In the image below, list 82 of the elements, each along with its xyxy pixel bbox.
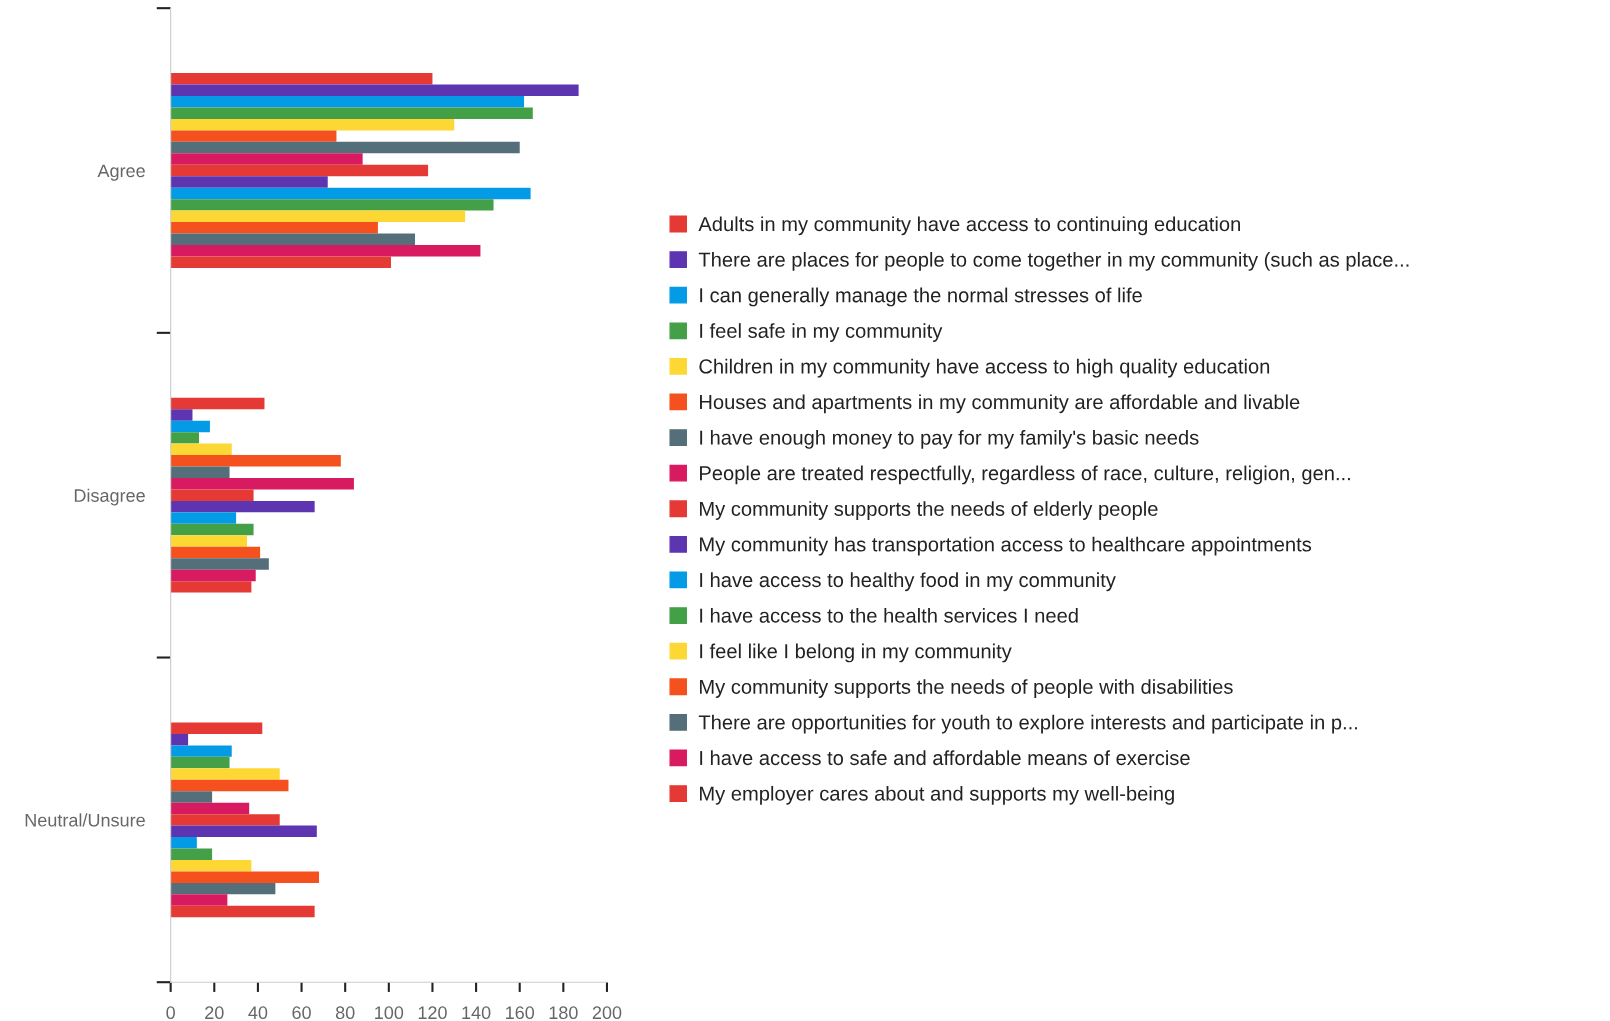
legend-label: I have access to the health services I need [700,607,1078,623]
bar [170,546,261,559]
bar [170,130,337,142]
legend-label: I feel like I belong in my community [700,643,1012,663]
x-tick-label: 160 [506,1006,535,1020]
bar [170,905,315,918]
bar [170,871,320,883]
bar [170,894,228,906]
bar [170,882,276,895]
bar [170,176,328,188]
bar [170,141,520,154]
bar [170,256,391,268]
legend-label: Houses and apartments in my community are affordable and livable [700,394,1300,414]
y-tick-label: Agree [97,164,145,181]
legend-label: My community supports the needs of elderly people [700,501,1158,520]
bar [170,432,200,444]
bar [170,512,237,524]
bar [170,96,525,108]
bar [170,187,531,200]
legend-label: There are places for people to come together in my community (such as place... [698,252,1409,271]
bar [170,523,254,536]
x-tick-label: 20 [205,1006,224,1020]
bar [170,722,263,734]
bar [170,118,455,131]
bar [170,581,252,593]
x-tick-label: 100 [375,1006,404,1020]
legend-label: I feel safe in my community [700,323,943,342]
bar [170,153,363,165]
bar [170,558,269,570]
bar [170,210,466,223]
bar [170,756,230,769]
legend-label: I have enough money to pay for my family's basic needs [700,429,1199,449]
bar [170,397,265,410]
x-tick-label: 0 [166,1006,175,1020]
x-tick-label: 80 [335,1006,355,1020]
bar [170,73,433,85]
bar [170,455,341,467]
legend-label: People are treated respectfully, regardless of race, culture, religion, gen... [700,465,1350,485]
x-tick-label: 40 [248,1006,268,1020]
legend-label: I can generally manage the normal stresses of life [700,287,1142,307]
bar [170,779,289,792]
bar [170,222,378,234]
bar [170,768,280,780]
x-tick-label: 140 [462,1006,491,1020]
bar [170,466,230,478]
bar [170,478,354,490]
bar [170,745,232,757]
x-tick-label: 200 [592,1006,622,1020]
bar [170,802,250,815]
bar [170,199,494,211]
bar [170,489,254,501]
legend-label: Adults in my community have access to continuing education [698,216,1240,236]
y-tick-label: Neutral/Unsure [25,813,145,827]
bar [170,420,210,433]
bar [170,814,280,826]
bar [170,848,213,860]
bar [170,825,317,838]
bar [170,500,315,513]
bar [170,84,579,97]
y-tick-label: Disagree [74,488,145,506]
bar [170,569,256,582]
bar [170,859,252,872]
legend-label: I have access to safe and affordable means of exercise [700,750,1190,766]
x-tick-label: 60 [292,1006,311,1020]
bar [170,409,193,421]
bar [170,244,481,257]
legend-label: My employer cares about and supports my well-being [700,785,1174,805]
x-tick-label: 180 [549,1006,578,1020]
bar [170,164,429,177]
legend-label: Children in my community have access to high quality education [699,358,1270,378]
legend-label: I have access to healthy food in my community [700,572,1116,592]
bar [170,443,232,456]
legend-label: My community has transportation access to healthcare appointments [700,536,1312,556]
bar [170,107,533,119]
bar [170,535,248,547]
bar [170,837,197,849]
bar [170,733,189,746]
x-tick-label: 120 [418,1006,447,1020]
bar [170,791,213,803]
legend-label: There are opportunities for youth to explore interests and participate in p... [698,714,1358,734]
bar [170,233,415,245]
legend-label: My community supports the needs of people with disabilities [700,679,1233,698]
